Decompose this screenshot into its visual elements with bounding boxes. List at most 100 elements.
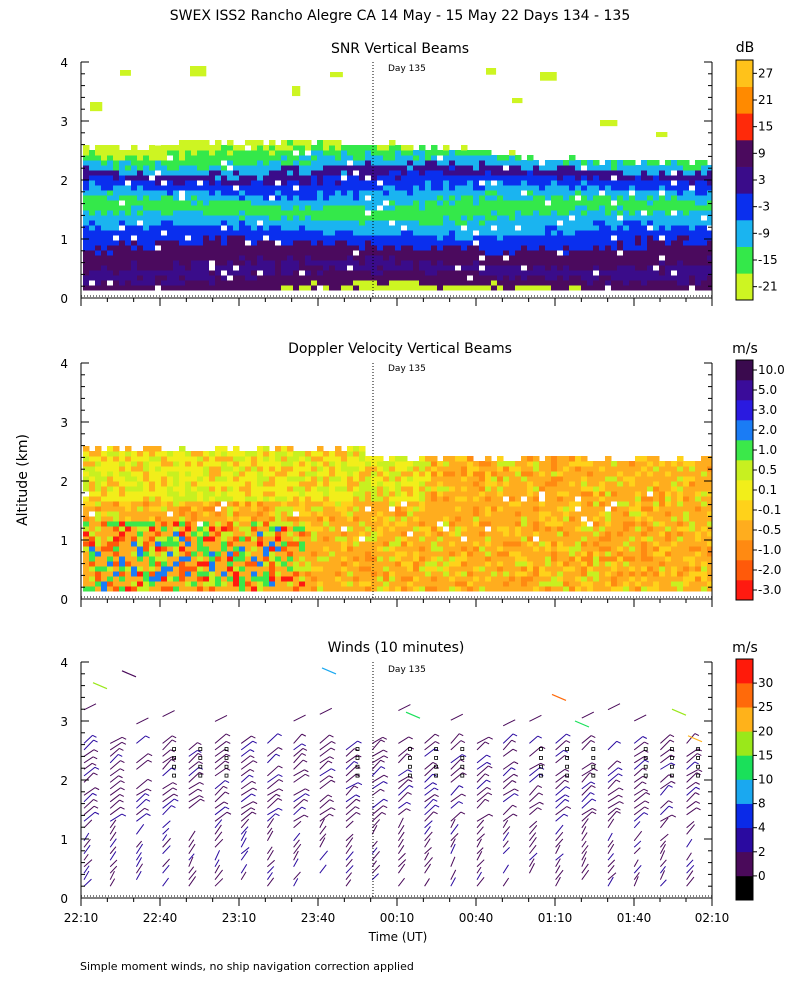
doppler-cell bbox=[251, 521, 258, 527]
snr-cell bbox=[89, 255, 96, 261]
snr-cell bbox=[359, 280, 366, 286]
doppler-cell bbox=[341, 511, 348, 517]
doppler-cell bbox=[437, 531, 444, 537]
doppler-cell bbox=[371, 466, 378, 472]
doppler-cell bbox=[311, 571, 318, 577]
snr-cell bbox=[647, 285, 654, 291]
snr-cell bbox=[179, 150, 186, 156]
snr-cell bbox=[95, 225, 102, 231]
snr-cell bbox=[161, 170, 168, 176]
snr-cell bbox=[305, 240, 312, 246]
doppler-cell bbox=[107, 456, 114, 462]
snr-cell bbox=[335, 150, 342, 156]
doppler-cell bbox=[227, 551, 234, 557]
snr-cell bbox=[197, 155, 204, 161]
snr-cell bbox=[233, 275, 240, 281]
snr-cell bbox=[287, 225, 294, 231]
doppler-cell bbox=[395, 481, 402, 487]
snr-cell bbox=[221, 195, 228, 201]
snr-cell bbox=[419, 245, 426, 251]
snr-cell bbox=[227, 280, 234, 286]
snr-cell bbox=[563, 180, 570, 186]
snr-cell bbox=[377, 165, 384, 171]
doppler-cell bbox=[227, 546, 234, 552]
snr-cell bbox=[605, 215, 612, 221]
doppler-cell bbox=[497, 456, 504, 462]
snr-cell bbox=[479, 235, 486, 241]
snr-cell bbox=[179, 270, 186, 276]
snr-cell bbox=[107, 155, 114, 161]
doppler-cell bbox=[461, 531, 468, 537]
snr-cell bbox=[473, 205, 480, 211]
snr-cell bbox=[419, 150, 426, 156]
snr-cell bbox=[467, 280, 474, 286]
doppler-cell bbox=[113, 561, 120, 567]
snr-cell bbox=[293, 180, 300, 186]
snr-cell bbox=[521, 165, 528, 171]
snr-cell bbox=[557, 220, 564, 226]
snr-cell bbox=[143, 155, 150, 161]
doppler-cell bbox=[251, 451, 258, 457]
snr-cell bbox=[395, 255, 402, 261]
snr-cell bbox=[137, 230, 144, 236]
snr-cell bbox=[557, 170, 564, 176]
doppler-cell bbox=[95, 496, 102, 502]
snr-cell bbox=[377, 255, 384, 261]
snr-cell bbox=[401, 210, 408, 216]
doppler-cell bbox=[263, 456, 270, 462]
doppler-cell bbox=[245, 456, 252, 462]
doppler-cell bbox=[437, 586, 444, 592]
snr-cell bbox=[491, 205, 498, 211]
doppler-cell bbox=[497, 581, 504, 587]
snr-cell bbox=[437, 270, 444, 276]
snr-cell bbox=[491, 210, 498, 216]
snr-cell bbox=[215, 150, 222, 156]
doppler-cell bbox=[83, 506, 90, 512]
snr-cell bbox=[587, 190, 594, 196]
snr-cell bbox=[449, 195, 456, 201]
snr-cell bbox=[329, 240, 336, 246]
doppler-cell bbox=[101, 541, 108, 547]
snr-cell bbox=[533, 280, 540, 286]
doppler-cell bbox=[251, 496, 258, 502]
doppler-cell bbox=[113, 461, 120, 467]
snr-cell bbox=[311, 260, 318, 266]
snr-cell bbox=[605, 210, 612, 216]
snr-cell bbox=[467, 190, 474, 196]
snr-cell bbox=[575, 215, 582, 221]
snr-cell bbox=[95, 205, 102, 211]
snr-cell bbox=[311, 225, 318, 231]
snr-cell bbox=[209, 200, 216, 206]
doppler-cell bbox=[365, 501, 372, 507]
snr-cell bbox=[683, 225, 690, 231]
doppler-cell bbox=[107, 511, 114, 517]
snr-cell bbox=[659, 190, 666, 196]
snr-cell bbox=[161, 205, 168, 211]
doppler-cell bbox=[131, 526, 138, 532]
snr-cell bbox=[533, 190, 540, 196]
snr-cell bbox=[293, 270, 300, 276]
doppler-cell bbox=[179, 461, 186, 467]
doppler-cell bbox=[233, 576, 240, 582]
doppler-cell bbox=[179, 531, 186, 537]
snr-cell bbox=[689, 270, 696, 276]
doppler-cell bbox=[185, 586, 192, 592]
doppler-cell bbox=[329, 561, 336, 567]
doppler-cell bbox=[335, 556, 342, 562]
snr-cell bbox=[107, 240, 114, 246]
snr-cell bbox=[701, 210, 708, 216]
snr-cell bbox=[455, 270, 462, 276]
snr-cell bbox=[281, 165, 288, 171]
doppler-cell bbox=[299, 516, 306, 522]
snr-cell bbox=[275, 225, 282, 231]
snr-cell bbox=[377, 180, 384, 186]
doppler-cell bbox=[443, 496, 450, 502]
doppler-cell bbox=[269, 546, 276, 552]
snr-cell bbox=[707, 170, 712, 176]
doppler-cell bbox=[299, 471, 306, 477]
snr-cell bbox=[473, 170, 480, 176]
snr-cell bbox=[209, 145, 216, 151]
doppler-cell bbox=[149, 551, 156, 557]
snr-cell bbox=[665, 275, 672, 281]
snr-cell bbox=[497, 165, 504, 171]
